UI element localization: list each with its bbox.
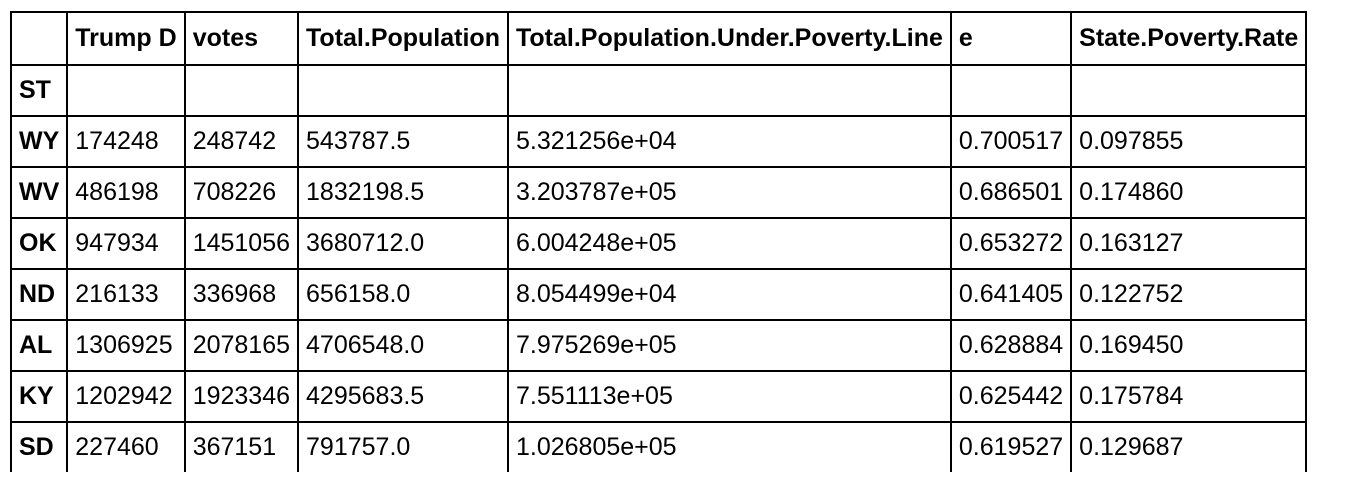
column-header-total-population: Total.Population — [297, 11, 509, 66]
table-cell: 0.163127 — [1070, 217, 1308, 270]
table-cell: 5.321256e+04 — [506, 115, 952, 168]
index-name-row: ST — [9, 64, 1308, 117]
table-cell: 0.129687 — [1070, 421, 1308, 472]
column-header-blank — [9, 11, 69, 66]
table-cell: 0.169450 — [1070, 319, 1308, 372]
column-header-row: Trump D votes Total.Population Total.Pop… — [9, 11, 1308, 66]
table-cell: 0.619527 — [949, 421, 1073, 472]
table-cell: 656158.0 — [297, 268, 509, 321]
table-cell: 1923346 — [183, 370, 300, 423]
table-cell: 8.054499e+04 — [506, 268, 952, 321]
column-header-trump-d: Trump D — [66, 11, 186, 66]
table-cell: 174248 — [66, 115, 186, 168]
row-index: WY — [9, 115, 69, 168]
table-cell: 0.174860 — [1070, 166, 1308, 219]
table-row: WY 174248 248742 543787.5 5.321256e+04 0… — [9, 115, 1308, 168]
table-cell: 4706548.0 — [297, 319, 509, 372]
table-row: SD 227460 367151 791757.0 1.026805e+05 0… — [9, 421, 1308, 472]
table-cell: 1451056 — [183, 217, 300, 270]
table-row: ND 216133 336968 656158.0 8.054499e+04 0… — [9, 268, 1308, 321]
index-name: ST — [9, 64, 69, 117]
column-header-state-poverty-rate: State.Poverty.Rate — [1070, 11, 1308, 66]
table-cell: 0.641405 — [949, 268, 1073, 321]
table-cell: 791757.0 — [297, 421, 509, 472]
table-cell: 6.004248e+05 — [506, 217, 952, 270]
table-cell: 708226 — [183, 166, 300, 219]
table-row: WV 486198 708226 1832198.5 3.203787e+05 … — [9, 166, 1308, 219]
column-header-e: e — [949, 11, 1073, 66]
table-cell: 0.122752 — [1070, 268, 1308, 321]
index-name-filler — [949, 64, 1073, 117]
table-cell: 7.551113e+05 — [506, 370, 952, 423]
row-index: OK — [9, 217, 69, 270]
table-cell: 0.653272 — [949, 217, 1073, 270]
column-header-total-population-under-poverty-line: Total.Population.Under.Poverty.Line — [506, 11, 952, 66]
table-cell: 4295683.5 — [297, 370, 509, 423]
table-cell: 0.686501 — [949, 166, 1073, 219]
table-cell: 543787.5 — [297, 115, 509, 168]
table-row: OK 947934 1451056 3680712.0 6.004248e+05… — [9, 217, 1308, 270]
table-cell: 3.203787e+05 — [506, 166, 952, 219]
index-name-filler — [183, 64, 300, 117]
table-cell: 1832198.5 — [297, 166, 509, 219]
table-cell: 1202942 — [66, 370, 186, 423]
table-cell: 947934 — [66, 217, 186, 270]
table-cell: 1306925 — [66, 319, 186, 372]
row-index: AL — [9, 319, 69, 372]
table-cell: 0.625442 — [949, 370, 1073, 423]
table-cell: 367151 — [183, 421, 300, 472]
index-name-filler — [506, 64, 952, 117]
table-cell: 0.700517 — [949, 115, 1073, 168]
table-cell: 0.175784 — [1070, 370, 1308, 423]
row-index: SD — [9, 421, 69, 472]
column-header-votes: votes — [183, 11, 300, 66]
dataframe-output: Trump D votes Total.Population Total.Pop… — [9, 11, 1308, 472]
table-cell: 2078165 — [183, 319, 300, 372]
table-cell: 227460 — [66, 421, 186, 472]
table-cell: 0.628884 — [949, 319, 1073, 372]
index-name-filler — [297, 64, 509, 117]
table-cell: 1.026805e+05 — [506, 421, 952, 472]
table-row: AL 1306925 2078165 4706548.0 7.975269e+0… — [9, 319, 1308, 372]
table-cell: 0.097855 — [1070, 115, 1308, 168]
table-cell: 336968 — [183, 268, 300, 321]
table-cell: 3680712.0 — [297, 217, 509, 270]
dataframe-table: Trump D votes Total.Population Total.Pop… — [9, 11, 1308, 472]
table-cell: 486198 — [66, 166, 186, 219]
table-cell: 216133 — [66, 268, 186, 321]
table-cell: 248742 — [183, 115, 300, 168]
index-name-filler — [66, 64, 186, 117]
row-index: WV — [9, 166, 69, 219]
table-cell: 7.975269e+05 — [506, 319, 952, 372]
table-row: KY 1202942 1923346 4295683.5 7.551113e+0… — [9, 370, 1308, 423]
row-index: ND — [9, 268, 69, 321]
index-name-filler — [1070, 64, 1308, 117]
row-index: KY — [9, 370, 69, 423]
